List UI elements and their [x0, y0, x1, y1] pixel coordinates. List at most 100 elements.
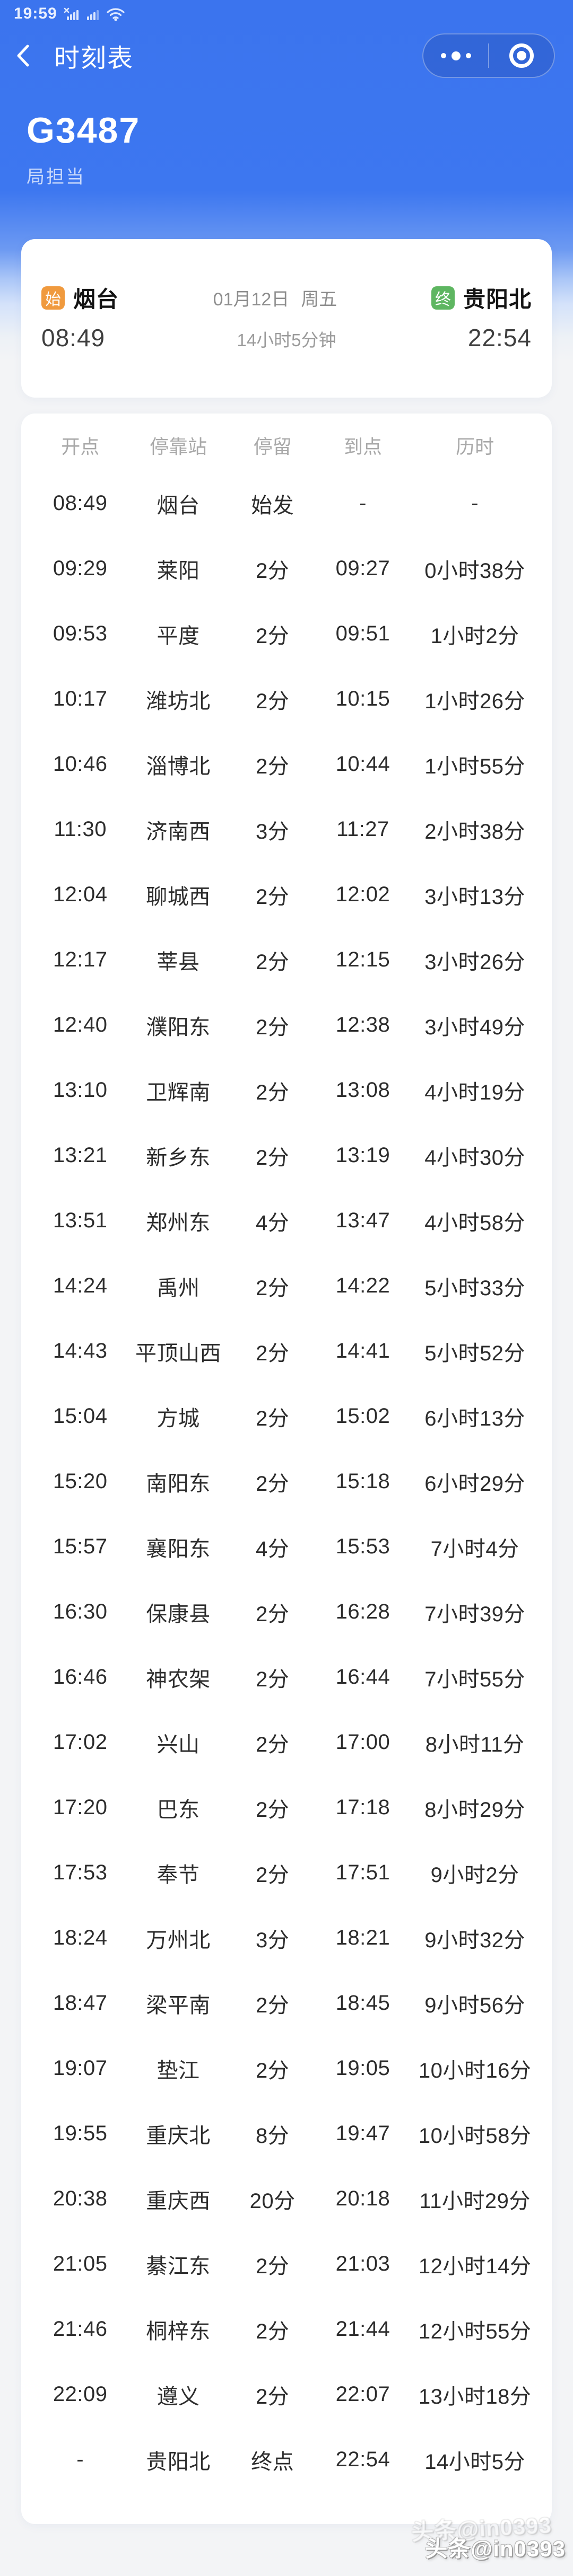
cell-depart: 13:21 — [53, 1144, 108, 1167]
cell-depart: 16:46 — [53, 1665, 108, 1689]
cell-elapsed: 10小时58分 — [418, 2124, 532, 2148]
table-header: 开点 停靠站 停留 到点 历时 — [32, 428, 541, 462]
circle-target-icon — [509, 43, 534, 68]
cell-stop-duration: 2分 — [255, 2059, 290, 2082]
status-time: 19:59 — [14, 5, 57, 22]
signal-bars-icon — [86, 7, 100, 21]
cell-elapsed: 9小时2分 — [430, 1863, 519, 1887]
cell-stop-duration: 2分 — [255, 2385, 290, 2408]
train-number: G3487 — [27, 110, 141, 151]
table-row: 19:55 重庆北 8分 19:47 10小时58分 — [32, 2101, 541, 2166]
arrive-time: 22:54 — [467, 324, 532, 351]
cell-arrive: 22:54 — [335, 2448, 390, 2471]
cell-station: 保康县 — [146, 1602, 211, 1626]
cell-station: 万州北 — [146, 1928, 211, 1952]
cell-depart: 15:04 — [53, 1404, 108, 1428]
cell-stop-duration: 2分 — [255, 1015, 290, 1039]
travel-date: 01月12日 周五 — [213, 289, 337, 310]
cell-station: 淄博北 — [146, 754, 211, 778]
cell-station: 重庆西 — [146, 2189, 211, 2213]
cell-station: 綦江东 — [146, 2254, 211, 2278]
cell-stop-duration: 2分 — [255, 1602, 290, 1626]
cell-arrive: 14:22 — [335, 1274, 390, 1297]
table-row: 11:30 济南西 3分 11:27 2小时38分 — [32, 797, 541, 862]
table-row: 15:20 南阳东 2分 15:18 6小时29分 — [32, 1449, 541, 1514]
cell-depart: 12:17 — [53, 948, 108, 971]
origin-group: 始 烟台 — [41, 282, 119, 314]
cell-arrive: 19:05 — [335, 2056, 390, 2080]
cell-stop-duration: 2分 — [255, 1341, 290, 1365]
status-bar: 19:59 — [0, 0, 573, 28]
cell-stop-duration: 20分 — [249, 2189, 296, 2213]
cell-depart: 22:09 — [53, 2382, 108, 2406]
column-header: 到点 — [343, 436, 382, 458]
cell-depart: 09:29 — [53, 557, 108, 580]
cell-depart: 12:04 — [53, 883, 108, 906]
cell-depart: 09:53 — [53, 622, 108, 645]
cell-depart: 17:20 — [53, 1796, 108, 1819]
cell-depart: - — [76, 2448, 84, 2471]
cell-stop-duration: 2分 — [255, 1146, 290, 1170]
cell-stop-duration: 4分 — [255, 1537, 290, 1561]
miniprogram-close-button[interactable] — [489, 34, 554, 77]
cell-elapsed: 6小时29分 — [424, 1472, 526, 1496]
depart-time: 08:49 — [41, 324, 106, 351]
cell-elapsed: 8小时11分 — [425, 1733, 525, 1756]
cell-depart: 19:55 — [53, 2122, 108, 2145]
cell-stop-duration: 2分 — [255, 950, 290, 974]
cell-station: 梁平南 — [146, 1993, 211, 2017]
table-row: 17:20 巴东 2分 17:18 8小时29分 — [32, 1775, 541, 1840]
cell-depart: 08:49 — [53, 491, 108, 515]
cell-elapsed: 3小时49分 — [424, 1015, 526, 1039]
cell-arrive: 13:47 — [335, 1209, 390, 1232]
cell-arrive: 09:51 — [335, 622, 390, 645]
cell-arrive: 11:27 — [336, 817, 389, 841]
table-row: 17:02 兴山 2分 17:00 8小时11分 — [32, 1710, 541, 1775]
cell-station: 禹州 — [157, 1276, 200, 1300]
cell-elapsed: 6小时13分 — [424, 1406, 526, 1430]
cell-stop-duration: 3分 — [255, 820, 290, 843]
cell-stop-duration: 2分 — [255, 689, 290, 713]
destination-badge: 终 — [431, 286, 455, 310]
cell-stop-duration: 2分 — [255, 1406, 290, 1430]
cell-depart: 14:43 — [53, 1339, 108, 1362]
cell-station: 平度 — [157, 624, 200, 648]
cell-elapsed: 3小时26分 — [424, 950, 526, 974]
cell-station: 巴东 — [157, 1798, 200, 1822]
cell-station: 遵义 — [157, 2385, 200, 2408]
cell-elapsed: 1小时55分 — [424, 754, 526, 778]
cell-elapsed: 7小时39分 — [424, 1602, 526, 1626]
cell-station: 卫辉南 — [146, 1080, 211, 1104]
cell-elapsed: - — [471, 491, 479, 515]
cell-station: 重庆北 — [146, 2124, 211, 2148]
origin-badge: 始 — [41, 286, 65, 310]
cell-arrive: 13:08 — [335, 1078, 390, 1102]
cell-depart: 20:38 — [53, 2187, 108, 2210]
back-button[interactable] — [16, 40, 40, 72]
cell-elapsed: 9小时32分 — [424, 1928, 526, 1952]
cell-arrive: 12:15 — [335, 948, 390, 971]
miniprogram-more-button[interactable] — [423, 34, 488, 77]
table-row: 14:43 平顶山西 2分 14:41 5小时52分 — [32, 1318, 541, 1384]
cell-elapsed: 9小时56分 — [424, 1993, 526, 2017]
destination-group: 终 贵阳北 — [431, 282, 532, 314]
cell-stop-duration: 2分 — [255, 1993, 290, 2017]
cell-depart: 13:51 — [53, 1209, 108, 1232]
cell-elapsed: 8小时29分 — [424, 1798, 526, 1822]
cell-arrive: 15:02 — [335, 1404, 390, 1428]
cell-stop-duration: 2分 — [255, 1472, 290, 1496]
cell-stop-duration: 2分 — [255, 1080, 290, 1104]
table-row: 22:09 遵义 2分 22:07 13小时18分 — [32, 2362, 541, 2427]
cell-depart: 17:02 — [53, 1730, 108, 1754]
cell-arrive: 19:47 — [335, 2122, 390, 2145]
cell-elapsed: 5小时33分 — [424, 1276, 526, 1300]
cell-depart: 21:46 — [53, 2317, 108, 2341]
cell-stop-duration: 2分 — [255, 1798, 290, 1822]
table-row: 13:21 新乡东 2分 13:19 4小时30分 — [32, 1123, 541, 1188]
cell-arrive: 10:44 — [335, 752, 390, 776]
cell-depart: 16:30 — [53, 1600, 108, 1623]
cell-arrive: 20:18 — [335, 2187, 390, 2210]
cell-elapsed: 7小时4分 — [430, 1537, 519, 1561]
cell-arrive: 16:44 — [335, 1665, 390, 1689]
watermark: 头条@in0393 — [425, 2536, 566, 2561]
